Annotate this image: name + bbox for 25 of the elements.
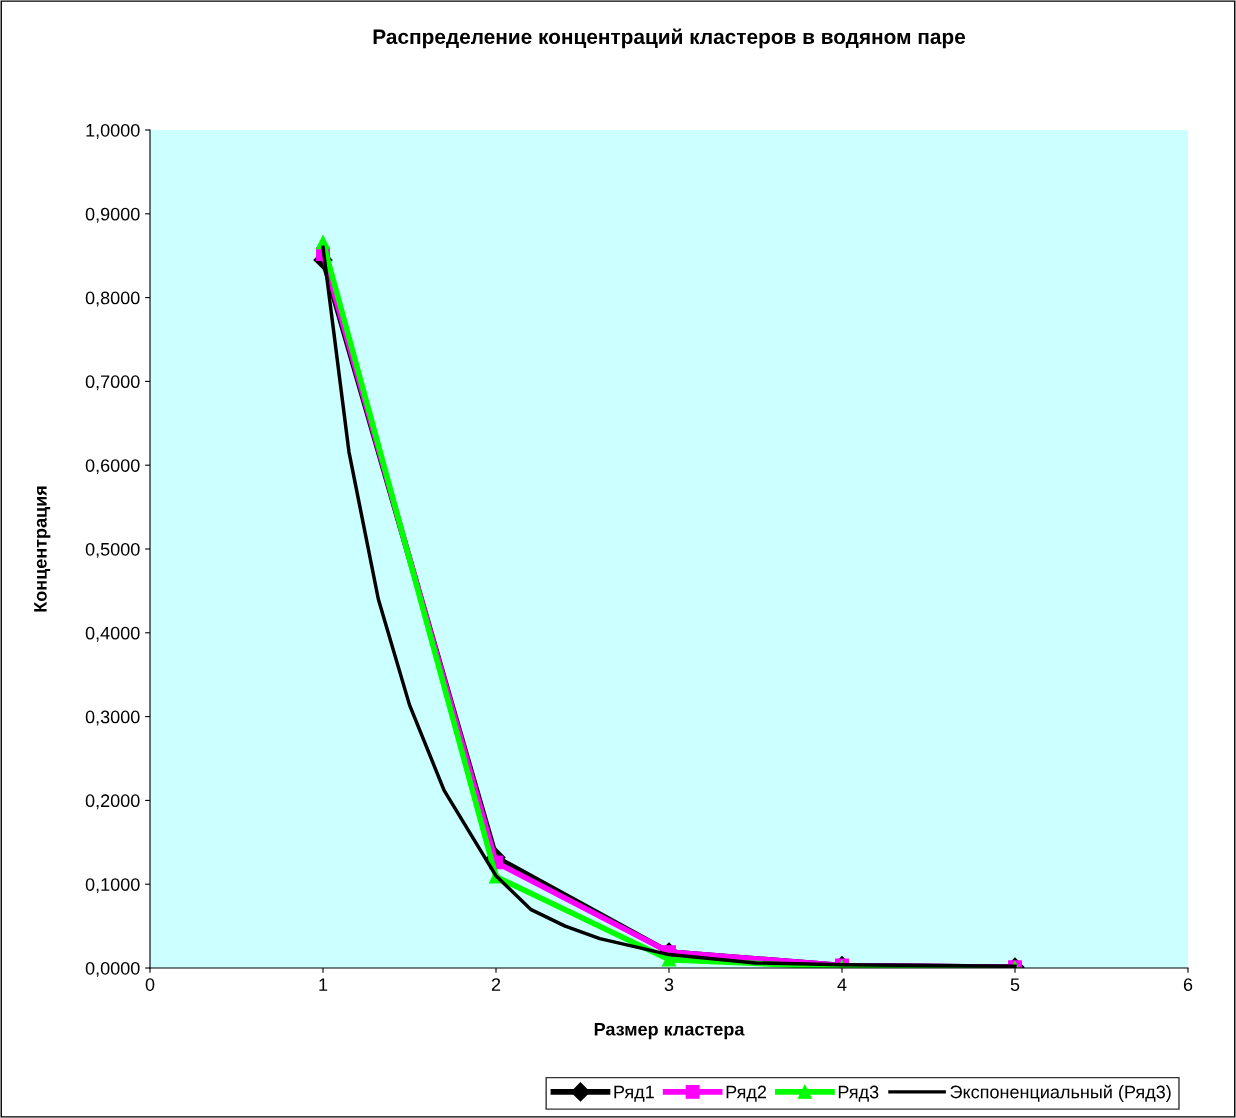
y-tick-label: 1,0000 (86, 123, 140, 139)
legend-label: Экспоненциальный (Ряд3) (950, 1084, 1171, 1102)
chart-title: Распределение концентраций кластеров в водяном паре (373, 28, 966, 49)
x-tick-label: 6 (1183, 978, 1193, 991)
x-tick-label: 5 (1010, 978, 1020, 991)
y-tick-label: 0,3000 (85, 710, 140, 726)
legend-label: Ряд2 (726, 1085, 767, 1102)
x-tick-label: 4 (837, 978, 847, 991)
y-tick-label: 0,1000 (85, 878, 140, 894)
y-tick-label: 0,7000 (85, 375, 140, 391)
x-tick-label: 2 (491, 978, 501, 991)
y-tick-label: 0,6000 (85, 459, 140, 475)
y-tick-label: 0,0000 (85, 961, 140, 977)
y-tick-label: 0,2000 (85, 794, 140, 810)
y-tick-label: 0,9000 (85, 207, 140, 223)
y-axis-title: Концентрация (34, 486, 51, 612)
x-axis-title: Размер кластера (594, 1022, 745, 1040)
legend-label: Ряд1 (614, 1085, 654, 1102)
y-tick-label: 0,4000 (85, 626, 140, 642)
y-tick-label: 0,8000 (85, 291, 140, 307)
y-tick-label: 0,5000 (85, 542, 140, 558)
x-tick-label: 3 (664, 978, 674, 991)
x-tick-label: 0 (145, 978, 155, 991)
x-tick-label: 1 (319, 978, 328, 991)
legend-label: Ряд3 (838, 1085, 879, 1102)
